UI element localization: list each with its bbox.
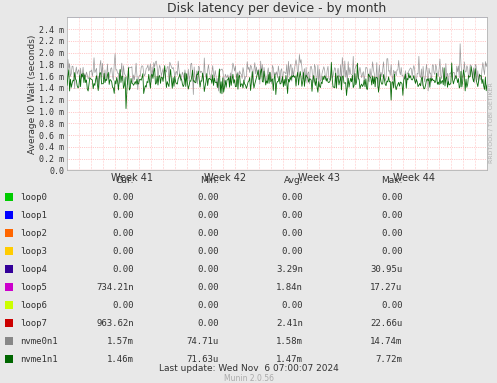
Title: Disk latency per device - by month: Disk latency per device - by month bbox=[167, 2, 387, 15]
Text: 71.63u: 71.63u bbox=[186, 355, 219, 364]
Text: 0.00: 0.00 bbox=[197, 283, 219, 292]
Text: loop7: loop7 bbox=[20, 319, 47, 328]
Y-axis label: Average IO Wait (seconds): Average IO Wait (seconds) bbox=[27, 34, 37, 154]
Text: 74.71u: 74.71u bbox=[186, 337, 219, 346]
Text: 0.00: 0.00 bbox=[381, 229, 403, 238]
Text: loop3: loop3 bbox=[20, 247, 47, 256]
Text: nvme1n1: nvme1n1 bbox=[20, 355, 58, 364]
Text: 0.00: 0.00 bbox=[381, 211, 403, 220]
Text: 1.84n: 1.84n bbox=[276, 283, 303, 292]
Text: loop4: loop4 bbox=[20, 265, 47, 274]
Text: 0.00: 0.00 bbox=[113, 211, 134, 220]
Text: Munin 2.0.56: Munin 2.0.56 bbox=[224, 374, 273, 383]
Text: Max:: Max: bbox=[381, 175, 403, 185]
Text: 0.00: 0.00 bbox=[282, 301, 303, 310]
Text: loop6: loop6 bbox=[20, 301, 47, 310]
Text: loop5: loop5 bbox=[20, 283, 47, 292]
Text: 0.00: 0.00 bbox=[113, 229, 134, 238]
Text: loop2: loop2 bbox=[20, 229, 47, 238]
Text: 1.47m: 1.47m bbox=[276, 355, 303, 364]
Text: 30.95u: 30.95u bbox=[370, 265, 403, 274]
Text: 1.57m: 1.57m bbox=[107, 337, 134, 346]
Text: 7.72m: 7.72m bbox=[376, 355, 403, 364]
Text: 0.00: 0.00 bbox=[197, 265, 219, 274]
Text: 0.00: 0.00 bbox=[113, 265, 134, 274]
Text: 0.00: 0.00 bbox=[197, 319, 219, 328]
Text: 0.00: 0.00 bbox=[197, 193, 219, 202]
Text: loop1: loop1 bbox=[20, 211, 47, 220]
Text: Cur:: Cur: bbox=[116, 175, 134, 185]
Text: 0.00: 0.00 bbox=[113, 193, 134, 202]
Text: 0.00: 0.00 bbox=[197, 301, 219, 310]
Text: 0.00: 0.00 bbox=[282, 247, 303, 256]
Text: 1.58m: 1.58m bbox=[276, 337, 303, 346]
Text: RRDTOOL / TOBI OETIKER: RRDTOOL / TOBI OETIKER bbox=[489, 82, 494, 163]
Text: 0.00: 0.00 bbox=[381, 247, 403, 256]
Text: Min:: Min: bbox=[200, 175, 219, 185]
Text: 963.62n: 963.62n bbox=[96, 319, 134, 328]
Text: nvme0n1: nvme0n1 bbox=[20, 337, 58, 346]
Text: 3.29n: 3.29n bbox=[276, 265, 303, 274]
Text: 0.00: 0.00 bbox=[197, 247, 219, 256]
Text: 0.00: 0.00 bbox=[113, 301, 134, 310]
Text: 0.00: 0.00 bbox=[197, 229, 219, 238]
Text: 22.66u: 22.66u bbox=[370, 319, 403, 328]
Text: 2.41n: 2.41n bbox=[276, 319, 303, 328]
Text: 0.00: 0.00 bbox=[197, 211, 219, 220]
Text: 0.00: 0.00 bbox=[282, 211, 303, 220]
Text: 17.27u: 17.27u bbox=[370, 283, 403, 292]
Text: 1.46m: 1.46m bbox=[107, 355, 134, 364]
Text: 0.00: 0.00 bbox=[113, 247, 134, 256]
Text: 0.00: 0.00 bbox=[381, 301, 403, 310]
Text: 14.74m: 14.74m bbox=[370, 337, 403, 346]
Text: Last update: Wed Nov  6 07:00:07 2024: Last update: Wed Nov 6 07:00:07 2024 bbox=[159, 364, 338, 373]
Text: 0.00: 0.00 bbox=[282, 193, 303, 202]
Text: 0.00: 0.00 bbox=[282, 229, 303, 238]
Text: 0.00: 0.00 bbox=[381, 193, 403, 202]
Text: 734.21n: 734.21n bbox=[96, 283, 134, 292]
Text: loop0: loop0 bbox=[20, 193, 47, 202]
Text: Avg:: Avg: bbox=[284, 175, 303, 185]
